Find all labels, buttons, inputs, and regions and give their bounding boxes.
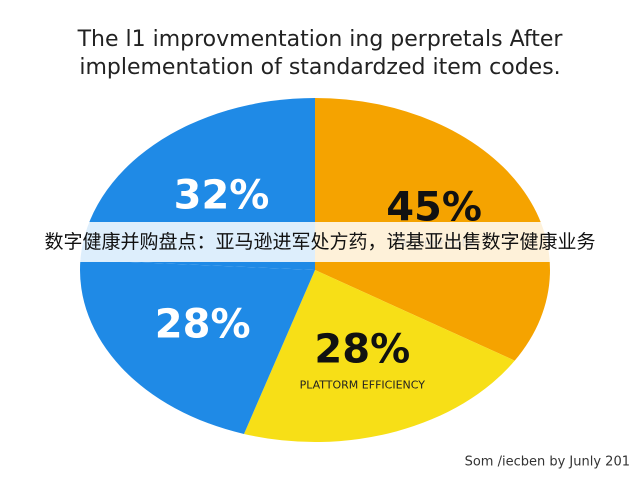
value-label: 28%: [314, 327, 410, 373]
chart-title: The l1 improvmentation ing perpretals Af…: [77, 27, 563, 80]
pie-slice: [79, 259, 315, 434]
value-label: 28%: [155, 302, 251, 348]
source: Som /iecben by Junly 201: [465, 455, 630, 470]
banner: 数字健康并购盘点：亚马逊进军处方药，诺基亚出售数字健康业务: [0, 222, 640, 262]
value-label: 32%: [174, 172, 270, 218]
category-label: PLATTORM EFFICIENCY: [300, 379, 426, 392]
pie-slice: [243, 270, 515, 442]
